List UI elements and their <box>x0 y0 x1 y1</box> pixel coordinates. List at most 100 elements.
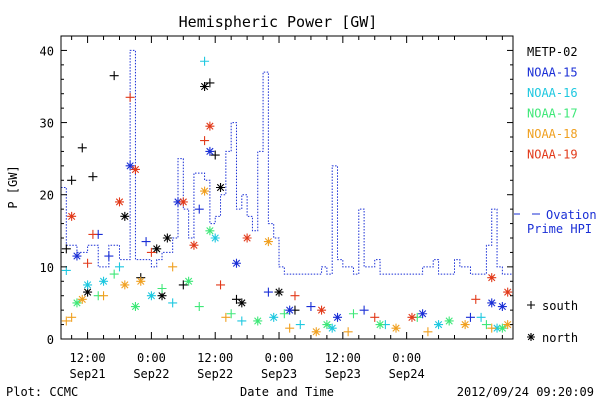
data-point-noaa-17-north <box>375 320 385 330</box>
x-tick-label-time: 12:00 <box>197 351 233 365</box>
data-point-noaa-15-north <box>205 146 215 156</box>
data-point-noaa-16-south <box>295 320 305 330</box>
data-point-noaa-17-north <box>497 323 507 333</box>
data-point-noaa-19-north <box>205 121 215 131</box>
data-point-noaa-16-north <box>83 280 93 290</box>
data-point-noaa-16-north <box>492 323 502 333</box>
legend-noaa-16: NOAA-16 <box>527 86 578 100</box>
y-tick-label: 10 <box>40 261 54 275</box>
data-point-noaa-19-south <box>125 92 135 102</box>
data-point-noaa-15-north <box>418 309 428 319</box>
data-point-noaa-19-south <box>200 136 210 146</box>
x-tick-label-time: 12:00 <box>325 351 361 365</box>
legend-marker-label: south <box>542 299 578 313</box>
data-point-noaa-15-south <box>263 287 273 297</box>
y-tick-label: 30 <box>40 117 54 131</box>
data-point-noaa-15-south <box>141 237 151 247</box>
data-point-noaa-19-north <box>130 164 140 174</box>
data-point-metp-02-north <box>152 244 162 254</box>
data-point-noaa-19-south <box>83 258 93 268</box>
data-point-noaa-18-south <box>221 312 231 322</box>
data-point-noaa-16-south <box>114 262 124 272</box>
data-point-noaa-17-north <box>322 320 332 330</box>
data-point-metp-02-south <box>178 280 188 290</box>
data-point-metp-02-north <box>274 287 284 297</box>
data-point-noaa-16-north <box>269 312 279 322</box>
data-point-noaa-18-south <box>487 323 497 333</box>
footer-right: 2012/09/24 09:20:09 <box>457 385 594 399</box>
data-point-noaa-16-south <box>168 298 178 308</box>
data-point-noaa-18-south <box>423 327 433 337</box>
data-point-noaa-19-north <box>487 273 497 283</box>
data-point-noaa-18-north <box>200 186 210 196</box>
data-point-noaa-18-south <box>61 316 71 326</box>
data-point-metp-02-north <box>237 298 247 308</box>
legend-noaa-18: NOAA-18 <box>527 127 578 141</box>
data-point-noaa-15-south <box>104 251 114 261</box>
data-point-noaa-17-south <box>481 320 491 330</box>
data-point-noaa-19-north <box>407 312 417 322</box>
data-point-noaa-16-south <box>200 56 210 66</box>
legend-noaa-17: NOAA-17 <box>527 107 578 121</box>
x-tick-label-date: Sep22 <box>133 367 169 381</box>
data-point-noaa-15-north <box>497 302 507 312</box>
data-point-noaa-15-north <box>487 298 497 308</box>
data-point-noaa-16-south <box>237 316 247 326</box>
data-point-noaa-17-north <box>130 302 140 312</box>
data-point-metp-02-south <box>109 71 119 81</box>
data-point-noaa-19-south <box>146 247 156 257</box>
x-tick-label-time: 0:00 <box>392 351 421 365</box>
legend-ovation-label: Prime HPI <box>527 222 592 236</box>
data-point-noaa-15-north <box>72 251 82 261</box>
data-point-noaa-18-north <box>120 280 130 290</box>
data-point-noaa-18-north <box>311 327 321 337</box>
legend-marker-north <box>527 333 535 341</box>
x-tick-label-date: Sep23 <box>325 367 361 381</box>
legend-noaa-15: NOAA-15 <box>527 66 578 80</box>
x-tick-label-time: 0:00 <box>137 351 166 365</box>
data-point-metp-02-north <box>120 211 130 221</box>
data-point-metp-02-south <box>61 244 71 254</box>
chart-title: Hemispheric Power [GW] <box>179 13 378 31</box>
data-point-metp-02-south <box>205 78 215 88</box>
axes-group: 0 10 20 30 40 12:00 Sep21 0:00 Sep22 12:00 Sep22 0:… <box>40 35 514 381</box>
data-point-noaa-17-south <box>226 309 236 319</box>
data-point-metp-02-north <box>157 291 167 301</box>
data-point-noaa-19-south <box>370 312 380 322</box>
data-point-noaa-17-south <box>348 309 358 319</box>
data-point-noaa-17-north <box>253 316 263 326</box>
data-point-noaa-15-south <box>306 302 316 312</box>
x-axis-label: Date and Time <box>240 385 334 399</box>
x-tick-label-date: Sep23 <box>261 367 297 381</box>
legend-noaa-19: NOAA-19 <box>527 148 578 162</box>
data-point-metp-02-south <box>88 172 98 182</box>
data-point-noaa-16-north <box>210 233 220 243</box>
data-point-noaa-19-south <box>290 291 300 301</box>
data-point-noaa-15-south <box>194 204 204 214</box>
data-point-noaa-16-north <box>327 323 337 333</box>
data-point-noaa-18-south <box>99 291 109 301</box>
legend-ovation-label: Ovation <box>546 208 597 222</box>
data-point-noaa-19-north <box>189 240 199 250</box>
y-tick-label: 40 <box>40 44 54 58</box>
x-tick-label-date: Sep22 <box>197 367 233 381</box>
x-tick-label-date: Sep21 <box>70 367 106 381</box>
data-point-noaa-17-north <box>444 316 454 326</box>
data-points-group <box>61 56 513 337</box>
data-point-noaa-19-north <box>114 197 124 207</box>
data-point-noaa-19-north <box>503 287 513 297</box>
x-tick-label-time: 0:00 <box>265 351 294 365</box>
legend-marker-label: north <box>542 331 578 345</box>
data-point-metp-02-south <box>67 175 77 185</box>
data-point-noaa-17-south <box>109 269 119 279</box>
y-axis-label: P [GW] <box>6 165 20 208</box>
data-point-noaa-16-north <box>434 320 444 330</box>
data-point-noaa-15-north <box>125 161 135 171</box>
data-point-noaa-17-north <box>72 298 82 308</box>
data-point-noaa-16-north <box>99 276 109 286</box>
data-point-metp-02-north <box>162 233 172 243</box>
data-point-noaa-18-north <box>136 276 146 286</box>
data-point-noaa-18-south <box>285 323 295 333</box>
data-point-noaa-19-south <box>471 294 481 304</box>
